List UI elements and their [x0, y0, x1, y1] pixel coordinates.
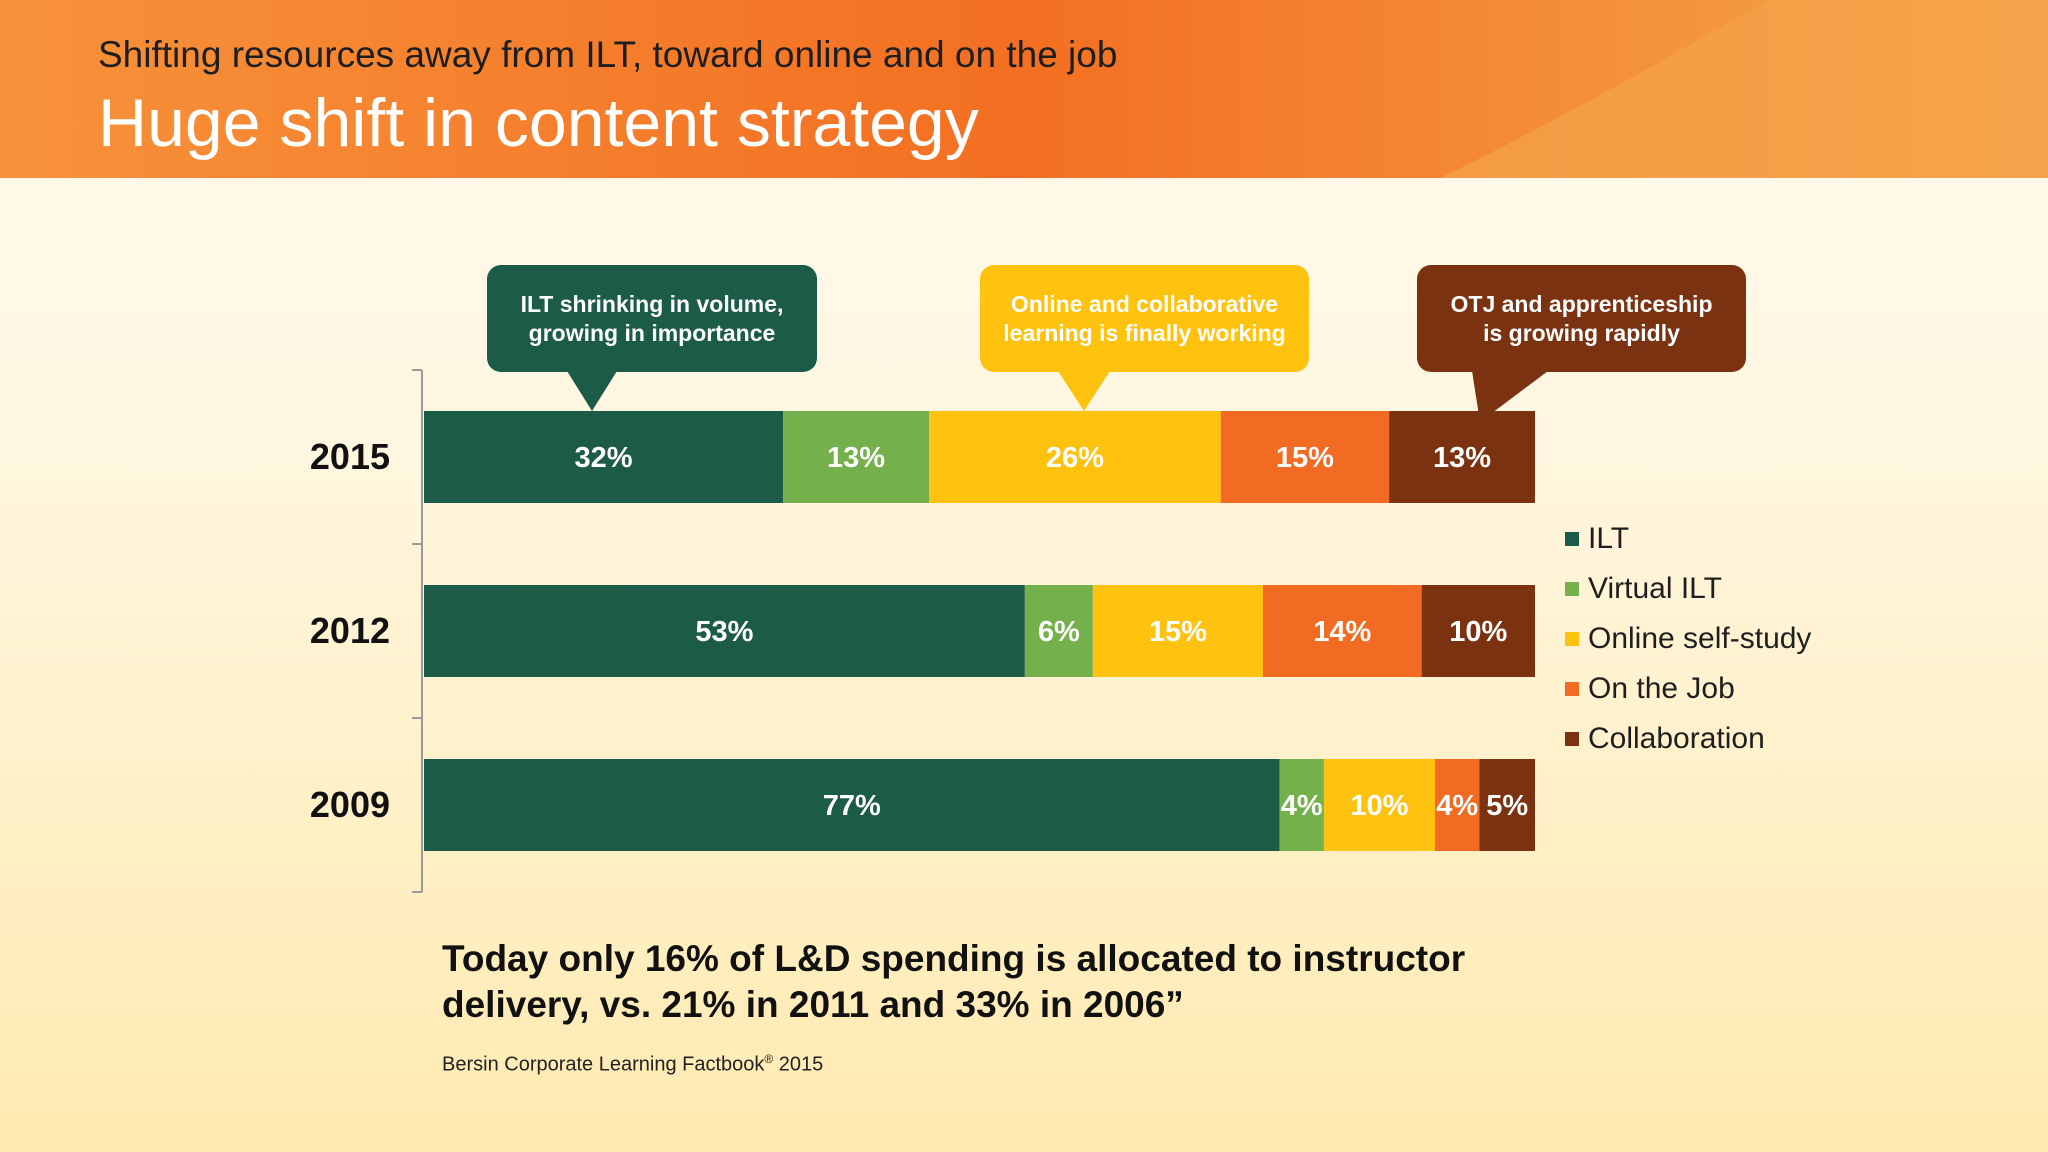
category-label: 2012 — [310, 610, 390, 651]
bar-segment — [1262, 585, 1422, 677]
registered-mark: ® — [764, 1052, 774, 1066]
bar-segment — [1421, 585, 1535, 677]
bar-segment — [1092, 585, 1263, 677]
legend-item-virtual-ilt: Virtual ILT — [1565, 564, 1811, 614]
legend-swatch — [1565, 632, 1579, 646]
data-label: 53% — [695, 616, 753, 648]
bar-segment — [424, 411, 784, 503]
legend-label: Collaboration — [1588, 722, 1765, 755]
data-label: 6% — [1038, 616, 1080, 648]
slide-title: Huge shift in content strategy — [98, 85, 979, 161]
data-label: 15% — [1149, 616, 1207, 648]
callout-ilt: ILT shrinking in volume, growing in impo… — [487, 265, 817, 372]
legend-item-online-self-study: Online self-study — [1565, 614, 1811, 664]
callout-online: Online and collaborative learning is fin… — [980, 265, 1309, 372]
legend-item-on-the-job: On the Job — [1565, 664, 1811, 714]
legend-swatch — [1565, 732, 1579, 746]
category-label: 2009 — [310, 784, 390, 825]
callout-otj-text: OTJ and apprenticeship is growing rapidl… — [1450, 290, 1713, 346]
callout-ilt-text: ILT shrinking in volume, growing in impo… — [520, 290, 784, 346]
legend-label: Online self-study — [1588, 622, 1812, 655]
header-banner — [0, 0, 2048, 178]
callout-online-text: Online and collaborative learning is fin… — [1003, 290, 1286, 346]
data-label: 26% — [1046, 442, 1104, 474]
source-text: Bersin Corporate Learning Factbook — [442, 1053, 765, 1076]
legend-swatch — [1565, 532, 1579, 546]
key-takeaway-quote: Today only 16% of L&D spending is alloca… — [442, 938, 1466, 1025]
data-label: 10% — [1350, 790, 1408, 822]
bar-segment — [424, 585, 1025, 677]
bar-segment — [1279, 759, 1324, 851]
bar-segment — [783, 411, 929, 503]
data-label: 4% — [1281, 790, 1323, 822]
bar-segment — [929, 411, 1221, 503]
slide-subtitle: Shifting resources away from ILT, toward… — [98, 34, 1118, 75]
bar-segment — [424, 759, 1280, 851]
callout-pointer — [1058, 371, 1110, 411]
bar-segment — [1024, 585, 1093, 677]
legend-label: ILT — [1588, 522, 1630, 555]
data-label: 32% — [575, 442, 633, 474]
data-label: 13% — [827, 442, 885, 474]
data-label: 14% — [1313, 616, 1371, 648]
callout-otj: OTJ and apprenticeship is growing rapidl… — [1417, 265, 1746, 372]
legend-label: On the Job — [1588, 672, 1735, 705]
bar-segment — [1435, 759, 1480, 851]
callout-pointer — [567, 371, 617, 411]
data-label: 4% — [1436, 790, 1478, 822]
bar-segment — [1389, 411, 1535, 503]
legend-swatch — [1565, 682, 1579, 696]
legend-swatch — [1565, 582, 1579, 596]
legend-item-collaboration: Collaboration — [1565, 714, 1811, 764]
data-label: 15% — [1276, 442, 1334, 474]
chart-legend: ILT Virtual ILT Online self-study On the… — [1565, 514, 1811, 764]
legend-item-ilt: ILT — [1565, 514, 1811, 564]
legend-label: Virtual ILT — [1588, 572, 1722, 605]
data-label: 5% — [1486, 790, 1528, 822]
source-citation: Bersin Corporate Learning Factbook® 2015 — [442, 1052, 823, 1077]
bar-segment — [1220, 411, 1390, 503]
bar-segment — [1323, 759, 1436, 851]
data-label: 10% — [1449, 616, 1507, 648]
bar-segment — [1479, 759, 1535, 851]
category-label: 2015 — [310, 436, 390, 477]
source-year: 2015 — [773, 1053, 824, 1076]
data-label: 13% — [1433, 442, 1491, 474]
callout-pointer — [1472, 371, 1548, 422]
data-label: 77% — [823, 790, 881, 822]
